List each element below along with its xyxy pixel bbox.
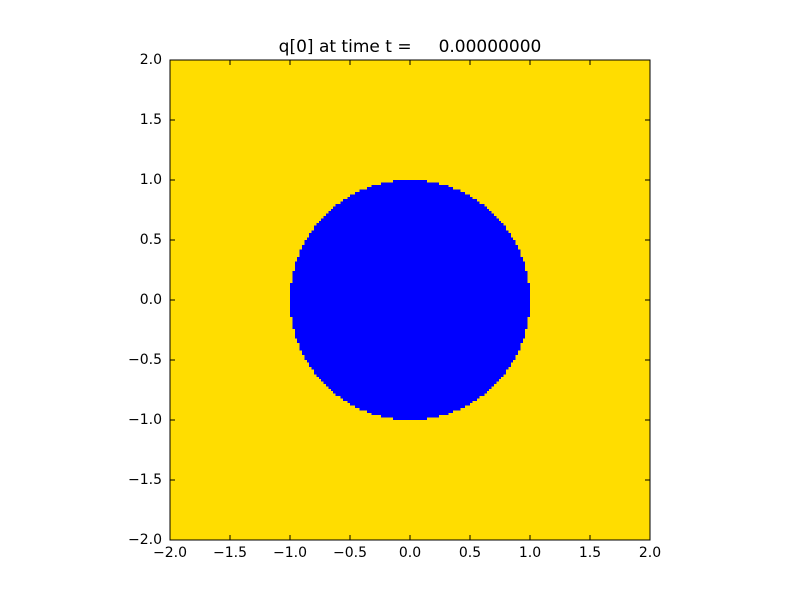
y-tick-label: 0.5: [140, 232, 162, 248]
plot-area: [170, 60, 650, 540]
x-tick-label: 0.5: [459, 545, 481, 561]
y-tick-label: −0.5: [128, 352, 162, 368]
y-tick-label: 0.0: [140, 292, 162, 308]
x-tick-label: −0.5: [333, 545, 367, 561]
x-tick-labels: −2.0 −1.5 −1.0 −0.5 0.0 0.5 1.0 1.5 2.0: [153, 545, 661, 561]
y-tick-label: 1.0: [140, 172, 162, 188]
y-tick-labels: −2.0 −1.5 −1.0 −0.5 0.0 0.5 1.0 1.5 2.0: [128, 52, 162, 548]
y-tick-label: −1.0: [128, 412, 162, 428]
chart-title: q[0] at time t = 0.00000000: [279, 37, 542, 57]
y-tick-label: 2.0: [140, 52, 162, 68]
x-tick-label: 2.0: [639, 545, 661, 561]
x-tick-label: 0.0: [399, 545, 421, 561]
axes-frame: [169, 59, 651, 541]
x-tick-label: −2.0: [153, 545, 187, 561]
x-tick-label: −1.5: [213, 545, 247, 561]
x-tick-label: −1.0: [273, 545, 307, 561]
y-tick-label: −1.5: [128, 472, 162, 488]
x-tick-label: 1.0: [519, 545, 541, 561]
y-tick-label: 1.5: [140, 112, 162, 128]
disk-region: [290, 180, 530, 420]
x-ticks: [169, 60, 651, 540]
y-tick-label: −2.0: [128, 532, 162, 548]
x-tick-label: 1.5: [579, 545, 601, 561]
